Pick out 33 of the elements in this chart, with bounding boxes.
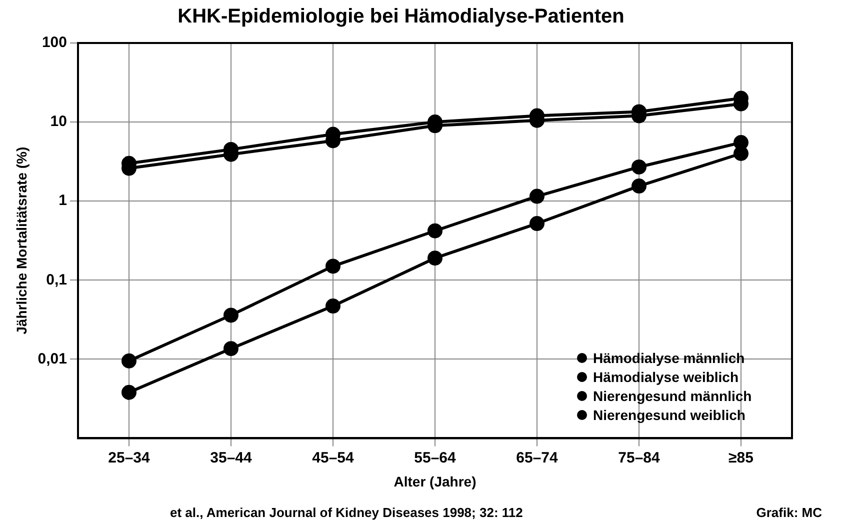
point <box>632 159 646 174</box>
point <box>632 178 646 194</box>
legend-label: Nierengesund männlich <box>593 388 752 404</box>
x-tick-label: ≥85 <box>728 449 754 466</box>
point <box>530 188 544 204</box>
x-tick-label: 25–34 <box>108 449 151 466</box>
y-tick-label: 1 <box>58 192 67 210</box>
y-tick-label: 0,1 <box>46 271 67 288</box>
text: Grafik: MC <box>756 505 822 520</box>
point <box>530 216 544 232</box>
point <box>223 341 238 356</box>
legend-label: Hämodialyse weiblich <box>593 369 738 386</box>
y-tick-label: 0,01 <box>38 350 67 368</box>
point <box>121 384 136 400</box>
x-axis-title: Alter (Jahre) <box>394 473 476 490</box>
point <box>427 250 442 266</box>
point <box>325 298 340 314</box>
x-tick-label: 55–64 <box>414 449 457 466</box>
chart-title: KHK-Epidemiologie bei Hämodialyse-Patienten <box>178 6 624 28</box>
x-tick-label: 45–54 <box>312 449 355 466</box>
y-tick-label: 100 <box>42 34 67 52</box>
legend-label: Hämodialyse männlich <box>593 350 745 366</box>
x-tick-label: 65–74 <box>516 449 559 466</box>
y-axis-title: Jährliche Mortalitätsrate (%) <box>13 146 30 334</box>
y-tick-label: 10 <box>50 113 67 130</box>
point <box>223 308 238 323</box>
x-tick-label: 35–44 <box>210 449 253 466</box>
point <box>325 258 340 274</box>
point <box>427 223 442 238</box>
point <box>121 353 136 368</box>
x-tick-label: 75–84 <box>618 449 661 466</box>
text: et al., American Journal of Kidney Diseases 1998; 32: 112 <box>170 505 523 520</box>
legend-label: Nierengesund weiblich <box>593 407 746 424</box>
